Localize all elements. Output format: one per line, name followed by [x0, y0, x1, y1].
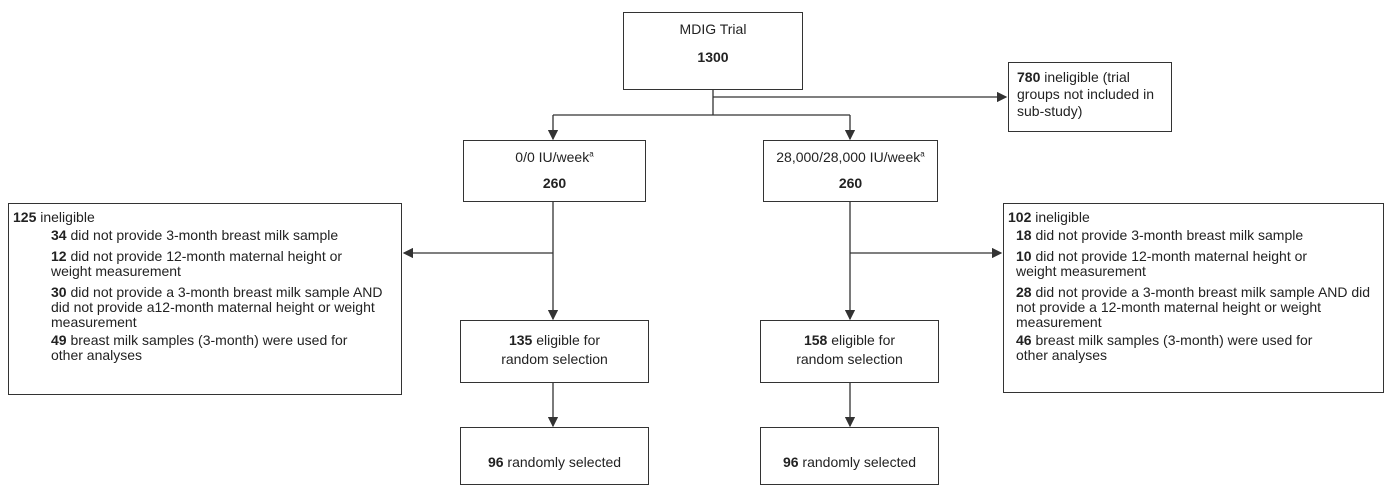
count: 30: [51, 284, 67, 300]
exclusion-item: 30 did not provide a 3-month breast milk…: [51, 285, 386, 330]
count: 34: [51, 227, 67, 243]
count: 18: [1016, 227, 1032, 243]
arm-count: 260: [542, 175, 567, 191]
exclusion-heading: 102 ineligible: [1008, 209, 1379, 225]
exclusion-item: 12 did not provide 12-month maternal hei…: [51, 249, 356, 279]
text: ineligible: [1035, 209, 1090, 225]
text: randomly selected: [802, 454, 917, 470]
text: did not provide 3-month breast milk samp…: [1035, 227, 1304, 243]
arm-box: 28,000/28,000 IU/weeka 260: [763, 140, 938, 202]
count: 96: [487, 454, 504, 470]
trial-box: MDIG Trial 1300: [623, 12, 803, 90]
text: did not provide 3-month breast milk samp…: [70, 227, 339, 243]
exclusion-item: 46 breast milk samples (3-month) were us…: [1016, 333, 1346, 363]
arm-label: 28,000/28,000 IU/weeka: [764, 149, 937, 165]
count: 46: [1016, 332, 1032, 348]
eligible-box: 135 eligible for random selection: [460, 320, 649, 383]
text: ineligible (trial groups not included in…: [1017, 69, 1154, 119]
text: 28,000/28,000 IU/week: [776, 149, 921, 165]
text: did not provide 12-month maternal height…: [1016, 248, 1308, 279]
note: a: [589, 149, 594, 159]
exclusion-item: 10 did not provide 12-month maternal hei…: [1016, 249, 1321, 279]
text: breast milk samples (3-month) were used …: [51, 332, 348, 363]
selected-box: 96 randomly selected: [760, 427, 939, 485]
text: breast milk samples (3-month) were used …: [1016, 332, 1313, 363]
text: randomly selected: [507, 454, 622, 470]
trial-count: 1300: [697, 49, 729, 65]
count: 96: [782, 454, 799, 470]
count: 102: [1008, 209, 1032, 225]
count: 49: [51, 332, 67, 348]
exclusion-item: 18 did not provide 3-month breast milk s…: [1016, 228, 1346, 243]
count: 158: [803, 332, 828, 348]
arm-label: 0/0 IU/weeka: [464, 149, 645, 165]
exclusion-heading: 125 ineligible: [13, 209, 397, 225]
exclusion-box: 102 ineligible 18 did not provide 3-mont…: [1003, 203, 1384, 393]
count: 10: [1016, 248, 1032, 264]
exclusion-item: 34 did not provide 3-month breast milk s…: [51, 228, 381, 243]
count: 125: [13, 209, 37, 225]
count: 135: [508, 332, 533, 348]
text: did not provide a 3-month breast milk sa…: [51, 284, 383, 330]
selected-box: 96 randomly selected: [460, 427, 649, 485]
ineligible-box: 780 ineligible (trial groups not include…: [1008, 62, 1172, 132]
trial-label: MDIG Trial: [679, 21, 747, 37]
exclusion-item: 49 breast milk samples (3-month) were us…: [51, 333, 381, 363]
exclusion-item: 28 did not provide a 3-month breast milk…: [1016, 285, 1384, 330]
arm-box: 0/0 IU/weeka 260: [463, 140, 646, 202]
text: eligible for random selection: [796, 332, 903, 367]
count: 780: [1017, 69, 1041, 85]
arm-count: 260: [838, 175, 863, 191]
text: 0/0 IU/week: [515, 149, 590, 165]
exclusion-box: 125 ineligible 34 did not provide 3-mont…: [8, 203, 402, 395]
text: did not provide 12-month maternal height…: [51, 248, 343, 279]
note: a: [920, 149, 925, 159]
eligible-box: 158 eligible for random selection: [760, 320, 939, 383]
count: 12: [51, 248, 67, 264]
count: 28: [1016, 284, 1032, 300]
text: ineligible: [40, 209, 95, 225]
text: eligible for random selection: [501, 332, 608, 367]
text: did not provide a 3-month breast milk sa…: [1016, 284, 1371, 330]
